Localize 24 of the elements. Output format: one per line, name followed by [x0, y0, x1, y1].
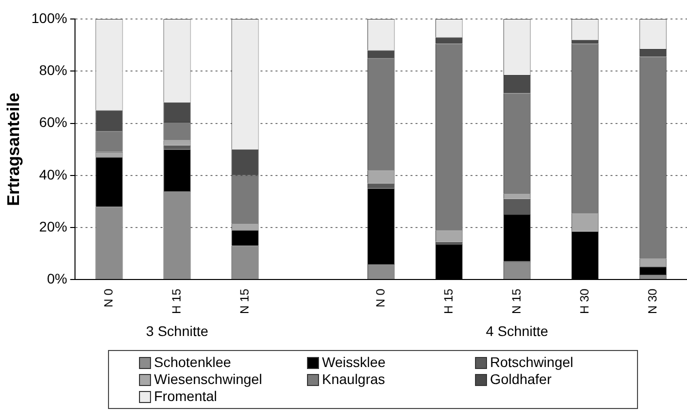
legend-label: Goldhafer: [490, 371, 552, 388]
x-tick-label: H 15: [441, 288, 456, 314]
x-tick-label: H 15: [169, 288, 184, 314]
y-axis-title: Ertragsanteile: [4, 92, 23, 206]
legend-label: Schotenklee: [154, 354, 232, 371]
x-tick-label: N 15: [237, 288, 252, 314]
legend-label: Wiesenschwingel: [154, 371, 262, 388]
y-tick-label: 20%: [39, 218, 68, 234]
x-tick-label: N 0: [373, 288, 388, 308]
x-tick-label: N 0: [102, 288, 116, 308]
y-tick-label: 80%: [39, 62, 68, 78]
x-tick-label: N 15: [509, 288, 524, 314]
legend-label: Fromental: [154, 388, 218, 405]
text: 3 Schnitte: [146, 322, 209, 339]
legend-label: Weissklee: [322, 354, 386, 371]
text: 4 Schnitte: [486, 322, 548, 339]
x-tick-label: N 30: [645, 288, 660, 314]
legend-label: Knaulgras: [322, 371, 386, 388]
y-tick-label: 40%: [39, 166, 68, 182]
x-tick-label: H 30: [577, 288, 592, 314]
legend-label: Rotschwingel: [490, 354, 574, 371]
y-tick-label: 60%: [39, 114, 68, 130]
y-tick-label: 100%: [31, 10, 68, 26]
y-tick-label: 0%: [46, 270, 68, 287]
